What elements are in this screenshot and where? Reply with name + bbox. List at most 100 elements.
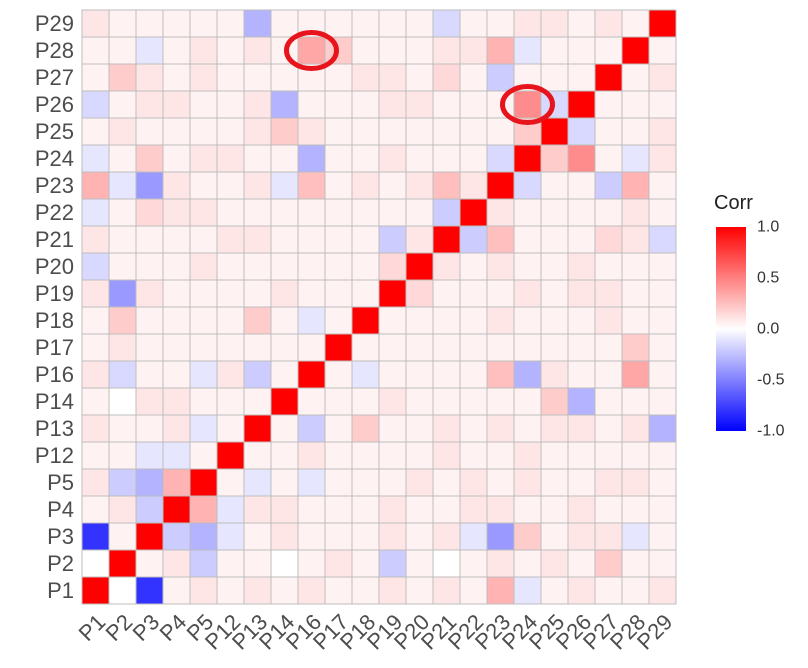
heatmap-cell-p21-p4: [162, 225, 191, 254]
heatmap-cell-p24-p16: [297, 144, 326, 173]
heatmap-cell-p5-p18: [351, 468, 380, 497]
heatmap-cell-p4-p28: [621, 495, 650, 524]
heatmap-cell-p20-p28: [621, 252, 650, 281]
heatmap-cell-p28-p3: [135, 36, 164, 65]
heatmap-cell-p27-p26: [567, 63, 596, 92]
heatmap-cell-p17-p18: [351, 333, 380, 362]
heatmap-cell-p26-p19: [378, 90, 407, 119]
heatmap-cell-p13-p1: [81, 414, 110, 443]
heatmap-cell-p24-p1: [81, 144, 110, 173]
heatmap-cell-p26-p27: [594, 90, 623, 119]
heatmap-cell-p19-p16: [297, 279, 326, 308]
heatmap-cell-p12-p3: [135, 441, 164, 470]
heatmap-cell-p4-p27: [594, 495, 623, 524]
heatmap-cell-p12-p19: [378, 441, 407, 470]
heatmap-cell-p20-p23: [486, 252, 515, 281]
heatmap-cell-p25-p5: [189, 117, 218, 146]
heatmap-cell-p2-p25: [540, 549, 569, 578]
heatmap-cell-p21-p27: [594, 225, 623, 254]
heatmap-cell-p16-p20: [405, 360, 434, 389]
heatmap-cell-p14-p17: [324, 387, 353, 416]
heatmap-cell-p1-p24: [513, 576, 542, 605]
heatmap-cell-p13-p28: [621, 414, 650, 443]
heatmap-cell-p2-p2: [108, 549, 137, 578]
heatmap-cell-p4-p18: [351, 495, 380, 524]
heatmap-cell-p20-p27: [594, 252, 623, 281]
heatmap-cell-p27-p2: [108, 63, 137, 92]
heatmap-cell-p12-p20: [405, 441, 434, 470]
heatmap-cell-p1-p28: [621, 576, 650, 605]
heatmap-cell-p22-p22: [459, 198, 488, 227]
heatmap-cell-p13-p23: [486, 414, 515, 443]
heatmap-cell-p19-p2: [108, 279, 137, 308]
y-tick-label: P5: [47, 470, 74, 495]
heatmap-cell-p5-p24: [513, 468, 542, 497]
heatmap-cell-p21-p26: [567, 225, 596, 254]
heatmap-cell-p3-p16: [297, 522, 326, 551]
heatmap-cell-p23-p14: [270, 171, 299, 200]
heatmap-cell-p13-p21: [432, 414, 461, 443]
heatmap-cell-p26-p4: [162, 90, 191, 119]
heatmap-cell-p21-p1: [81, 225, 110, 254]
heatmap-cell-p25-p21: [432, 117, 461, 146]
heatmap-cell-p19-p29: [648, 279, 677, 308]
heatmap-cell-p21-p3: [135, 225, 164, 254]
heatmap-cell-p29-p27: [594, 9, 623, 38]
heatmap-cell-p20-p13: [243, 252, 272, 281]
heatmap-cell-p27-p27: [594, 63, 623, 92]
heatmap-cell-p17-p29: [648, 333, 677, 362]
heatmap-cell-p13-p2: [108, 414, 137, 443]
heatmap-cell-p12-p18: [351, 441, 380, 470]
heatmap-cell-p22-p25: [540, 198, 569, 227]
heatmap-cell-p16-p4: [162, 360, 191, 389]
heatmap-cell-p22-p14: [270, 198, 299, 227]
heatmap-cell-p23-p2: [108, 171, 137, 200]
heatmap-cell-p5-p26: [567, 468, 596, 497]
heatmap-cell-p25-p4: [162, 117, 191, 146]
heatmap-cell-p23-p23: [486, 171, 515, 200]
heatmap-cell-p29-p18: [351, 9, 380, 38]
heatmap-cell-p24-p20: [405, 144, 434, 173]
heatmap-cell-p1-p3: [135, 576, 164, 605]
heatmap-cell-p19-p19: [378, 279, 407, 308]
heatmap-cell-p5-p25: [540, 468, 569, 497]
heatmap-cell-p23-p5: [189, 171, 218, 200]
heatmap-cell-p4-p16: [297, 495, 326, 524]
heatmap-cell-p26-p5: [189, 90, 218, 119]
heatmap-cell-p25-p3: [135, 117, 164, 146]
heatmap-cell-p28-p28: [621, 36, 650, 65]
heatmap-cell-p12-p4: [162, 441, 191, 470]
heatmap-cell-p14-p27: [594, 387, 623, 416]
y-tick-label: P26: [35, 92, 74, 117]
y-tick-label: P13: [35, 416, 74, 441]
heatmap-cell-p27-p20: [405, 63, 434, 92]
heatmap-cell-p27-p25: [540, 63, 569, 92]
heatmap-cell-p14-p28: [621, 387, 650, 416]
heatmap-cell-p20-p22: [459, 252, 488, 281]
heatmap-cell-p1-p12: [216, 576, 245, 605]
heatmap-cell-p26-p12: [216, 90, 245, 119]
heatmap-cell-p17-p24: [513, 333, 542, 362]
heatmap-cell-p28-p2: [108, 36, 137, 65]
heatmap-cell-p3-p18: [351, 522, 380, 551]
heatmap-cell-p2-p13: [243, 549, 272, 578]
heatmap-cell-p29-p1: [81, 9, 110, 38]
heatmap-cell-p25-p19: [378, 117, 407, 146]
heatmap-cell-p3-p24: [513, 522, 542, 551]
heatmap-cell-p3-p13: [243, 522, 272, 551]
heatmap-cell-p24-p17: [324, 144, 353, 173]
heatmap-cell-p3-p14: [270, 522, 299, 551]
heatmap-cell-p1-p13: [243, 576, 272, 605]
heatmap-cell-p4-p1: [81, 495, 110, 524]
heatmap-cell-p24-p2: [108, 144, 137, 173]
heatmap-cell-p23-p20: [405, 171, 434, 200]
heatmap-cell-p1-p19: [378, 576, 407, 605]
heatmap-cell-p2-p21: [432, 549, 461, 578]
heatmap-cell-p4-p20: [405, 495, 434, 524]
heatmap-cell-p29-p22: [459, 9, 488, 38]
heatmap-cell-p25-p20: [405, 117, 434, 146]
heatmap-cell-p27-p1: [81, 63, 110, 92]
heatmap-cell-p18-p12: [216, 306, 245, 335]
heatmap-cell-p12-p22: [459, 441, 488, 470]
heatmap-cell-p16-p24: [513, 360, 542, 389]
